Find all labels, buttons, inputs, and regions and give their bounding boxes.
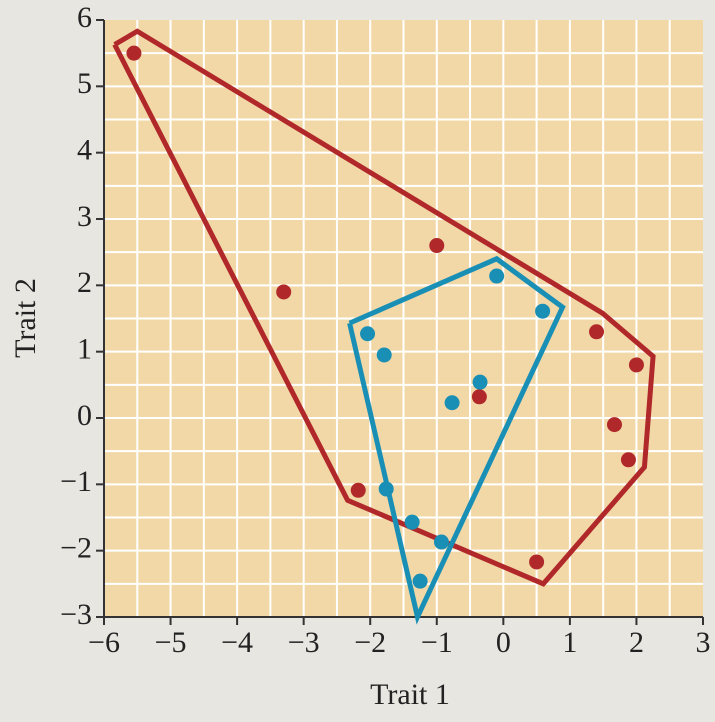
point [404, 514, 420, 530]
x-tick-label: 2 [629, 626, 644, 659]
x-axis-label: Trait 1 [370, 678, 450, 711]
point [589, 324, 605, 340]
y-tick-label: 1 [77, 333, 92, 366]
x-tick-label: 0 [496, 626, 511, 659]
x-tick-label: 1 [562, 626, 577, 659]
point [429, 238, 445, 254]
point [378, 481, 394, 497]
point [628, 357, 644, 373]
point [472, 374, 488, 390]
y-tick-label: −2 [60, 532, 92, 565]
y-tick-label: 4 [77, 134, 92, 167]
x-tick-label: −3 [288, 626, 320, 659]
x-tick-label: −6 [88, 626, 120, 659]
y-tick-label: 6 [77, 1, 92, 34]
hull [112, 28, 656, 587]
y-tick-label: 0 [77, 399, 92, 432]
x-tick-label: 3 [696, 626, 711, 659]
y-tick-label: −1 [60, 465, 92, 498]
point [360, 326, 376, 342]
point [620, 452, 636, 468]
point [350, 482, 366, 498]
y-axis-label: Trait 2 [9, 278, 42, 358]
point [529, 554, 545, 570]
point [606, 417, 622, 433]
hull [347, 255, 566, 625]
point [276, 284, 292, 300]
x-tick-label: −1 [421, 626, 453, 659]
point [489, 268, 505, 284]
y-tick-label: 5 [77, 67, 92, 100]
point [412, 573, 428, 589]
x-tick-label: −5 [155, 626, 187, 659]
y-tick-label: 2 [77, 266, 92, 299]
x-tick-label: −4 [221, 626, 253, 659]
point [444, 395, 460, 411]
y-tick-label: 3 [77, 200, 92, 233]
point [376, 347, 392, 363]
point [126, 45, 142, 61]
point [535, 303, 551, 319]
x-tick-label: −2 [354, 626, 386, 659]
point [433, 534, 449, 550]
point [471, 389, 487, 405]
y-tick-label: −3 [60, 598, 92, 631]
